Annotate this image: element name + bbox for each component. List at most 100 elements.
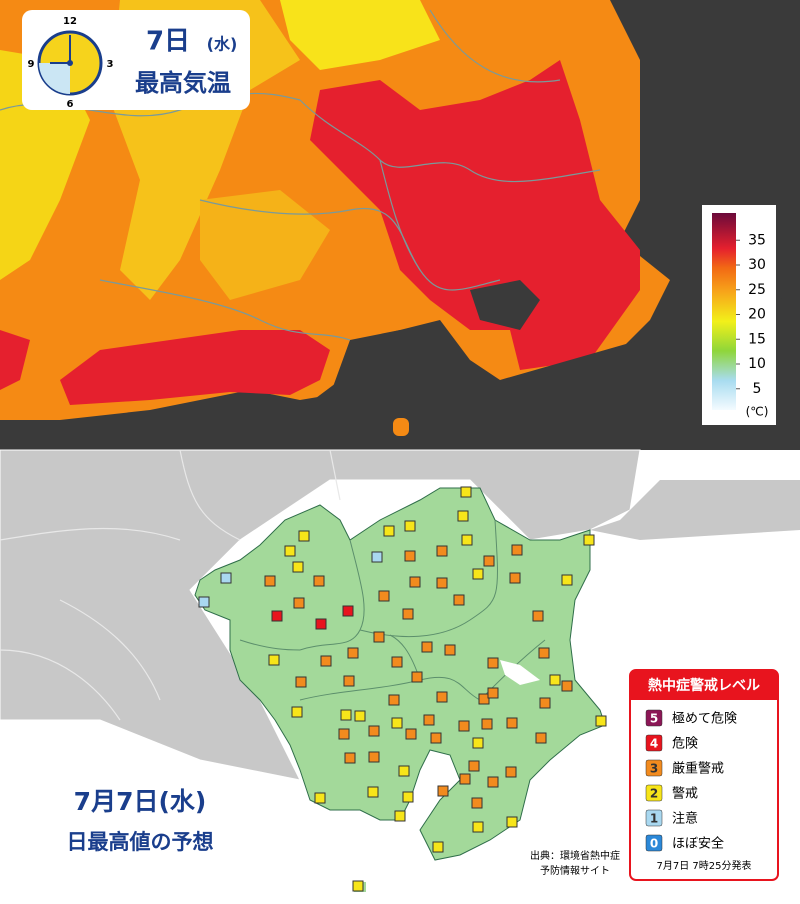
station-marker: [459, 773, 471, 785]
station-marker: [472, 568, 484, 580]
station-marker: [506, 816, 518, 828]
station-marker: [354, 710, 366, 722]
level-swatch: [645, 784, 663, 802]
station-marker: [340, 709, 352, 721]
station-marker: [352, 880, 364, 892]
legend-tick-label: 20: [748, 307, 766, 323]
station-marker: [220, 572, 232, 584]
station-marker: [458, 720, 470, 732]
station-marker: [271, 610, 283, 622]
bottom-title-box: 7月7日(水) 日最高値の予想: [22, 772, 258, 872]
station-marker: [583, 534, 595, 546]
station-marker: [509, 572, 521, 584]
station-marker: [344, 752, 356, 764]
station-marker: [404, 520, 416, 532]
station-marker: [388, 694, 400, 706]
station-marker: [313, 575, 325, 587]
level-swatch: [645, 809, 663, 827]
station-marker: [291, 706, 303, 718]
station-marker: [436, 577, 448, 589]
station-marker: [293, 597, 305, 609]
station-marker: [404, 550, 416, 562]
level-number: 1: [650, 812, 658, 826]
station-marker: [478, 693, 490, 705]
legend-tick-label: 15: [748, 331, 766, 347]
level-label: 警戒: [672, 786, 698, 802]
station-marker: [561, 680, 573, 692]
station-marker: [561, 574, 573, 586]
level-label: 厳重警戒: [672, 761, 724, 777]
clock-label: 6: [67, 99, 74, 110]
temperature-map: [0, 0, 800, 450]
station-marker: [315, 618, 327, 630]
date: 7日: [146, 27, 190, 57]
level-swatch: [645, 759, 663, 777]
station-marker: [505, 766, 517, 778]
station-marker: [432, 841, 444, 853]
station-marker: [394, 810, 406, 822]
level-number: 2: [650, 787, 658, 801]
temperature-legend: (℃) 35 30 25 20 15 10 5: [702, 205, 776, 425]
legend-tick-label: 35: [748, 232, 766, 248]
station-marker: [460, 486, 472, 498]
station-marker: [423, 714, 435, 726]
station-marker: [436, 691, 448, 703]
station-marker: [472, 737, 484, 749]
top-title-box: 12 3 6 9 7日 (水) 最高気温: [22, 10, 250, 110]
stations: [198, 486, 607, 892]
date: 7月7日(水): [74, 787, 207, 816]
station-marker: [402, 608, 414, 620]
level-label: ほぼ安全: [672, 836, 724, 852]
station-marker: [483, 555, 495, 567]
station-marker: [487, 776, 499, 788]
station-marker: [421, 641, 433, 653]
station-marker: [347, 647, 359, 659]
legend-tick-label: 10: [748, 356, 766, 372]
station-marker: [320, 655, 332, 667]
weekday: (水): [207, 35, 238, 54]
station-marker: [373, 631, 385, 643]
station-marker: [411, 671, 423, 683]
station-marker: [436, 545, 448, 557]
station-marker: [198, 596, 210, 608]
station-marker: [284, 545, 296, 557]
station-marker: [453, 594, 465, 606]
level-legend: 熱中症警戒レベル 7月7日 7時25分発表 5 極めて危険 4 危険 3 厳重警戒 2 警戒 1…: [629, 669, 779, 881]
station-marker: [367, 786, 379, 798]
clock-label: 3: [107, 59, 114, 70]
station-marker: [535, 732, 547, 744]
level-number: 5: [650, 712, 658, 726]
clock-label: 9: [28, 59, 35, 70]
station-marker: [444, 644, 456, 656]
station-marker: [371, 551, 383, 563]
level-swatch: [645, 709, 663, 727]
station-marker: [468, 760, 480, 772]
station-marker: [368, 725, 380, 737]
station-marker: [511, 544, 523, 556]
station-marker: [378, 590, 390, 602]
clock-label: 12: [63, 16, 77, 27]
station-marker: [383, 525, 395, 537]
legend-tick-label: 5: [753, 381, 762, 397]
level-number: 0: [650, 837, 658, 851]
station-marker: [268, 654, 280, 666]
level-swatch: [645, 834, 663, 852]
station-marker: [472, 821, 484, 833]
station-marker: [398, 765, 410, 777]
station-marker: [405, 728, 417, 740]
station-marker: [391, 656, 403, 668]
level-number: 4: [650, 737, 658, 751]
station-marker: [343, 675, 355, 687]
station-marker: [391, 717, 403, 729]
level-swatch: [645, 734, 663, 752]
station-marker: [487, 657, 499, 669]
station-marker: [481, 718, 493, 730]
issued: 7月7日 7時25分発表: [657, 859, 752, 872]
station-marker: [506, 717, 518, 729]
level-label: 注意: [672, 811, 698, 827]
station-marker: [295, 676, 307, 688]
legend-tick-label: 30: [748, 257, 766, 273]
legend-unit: (℃): [746, 405, 769, 419]
